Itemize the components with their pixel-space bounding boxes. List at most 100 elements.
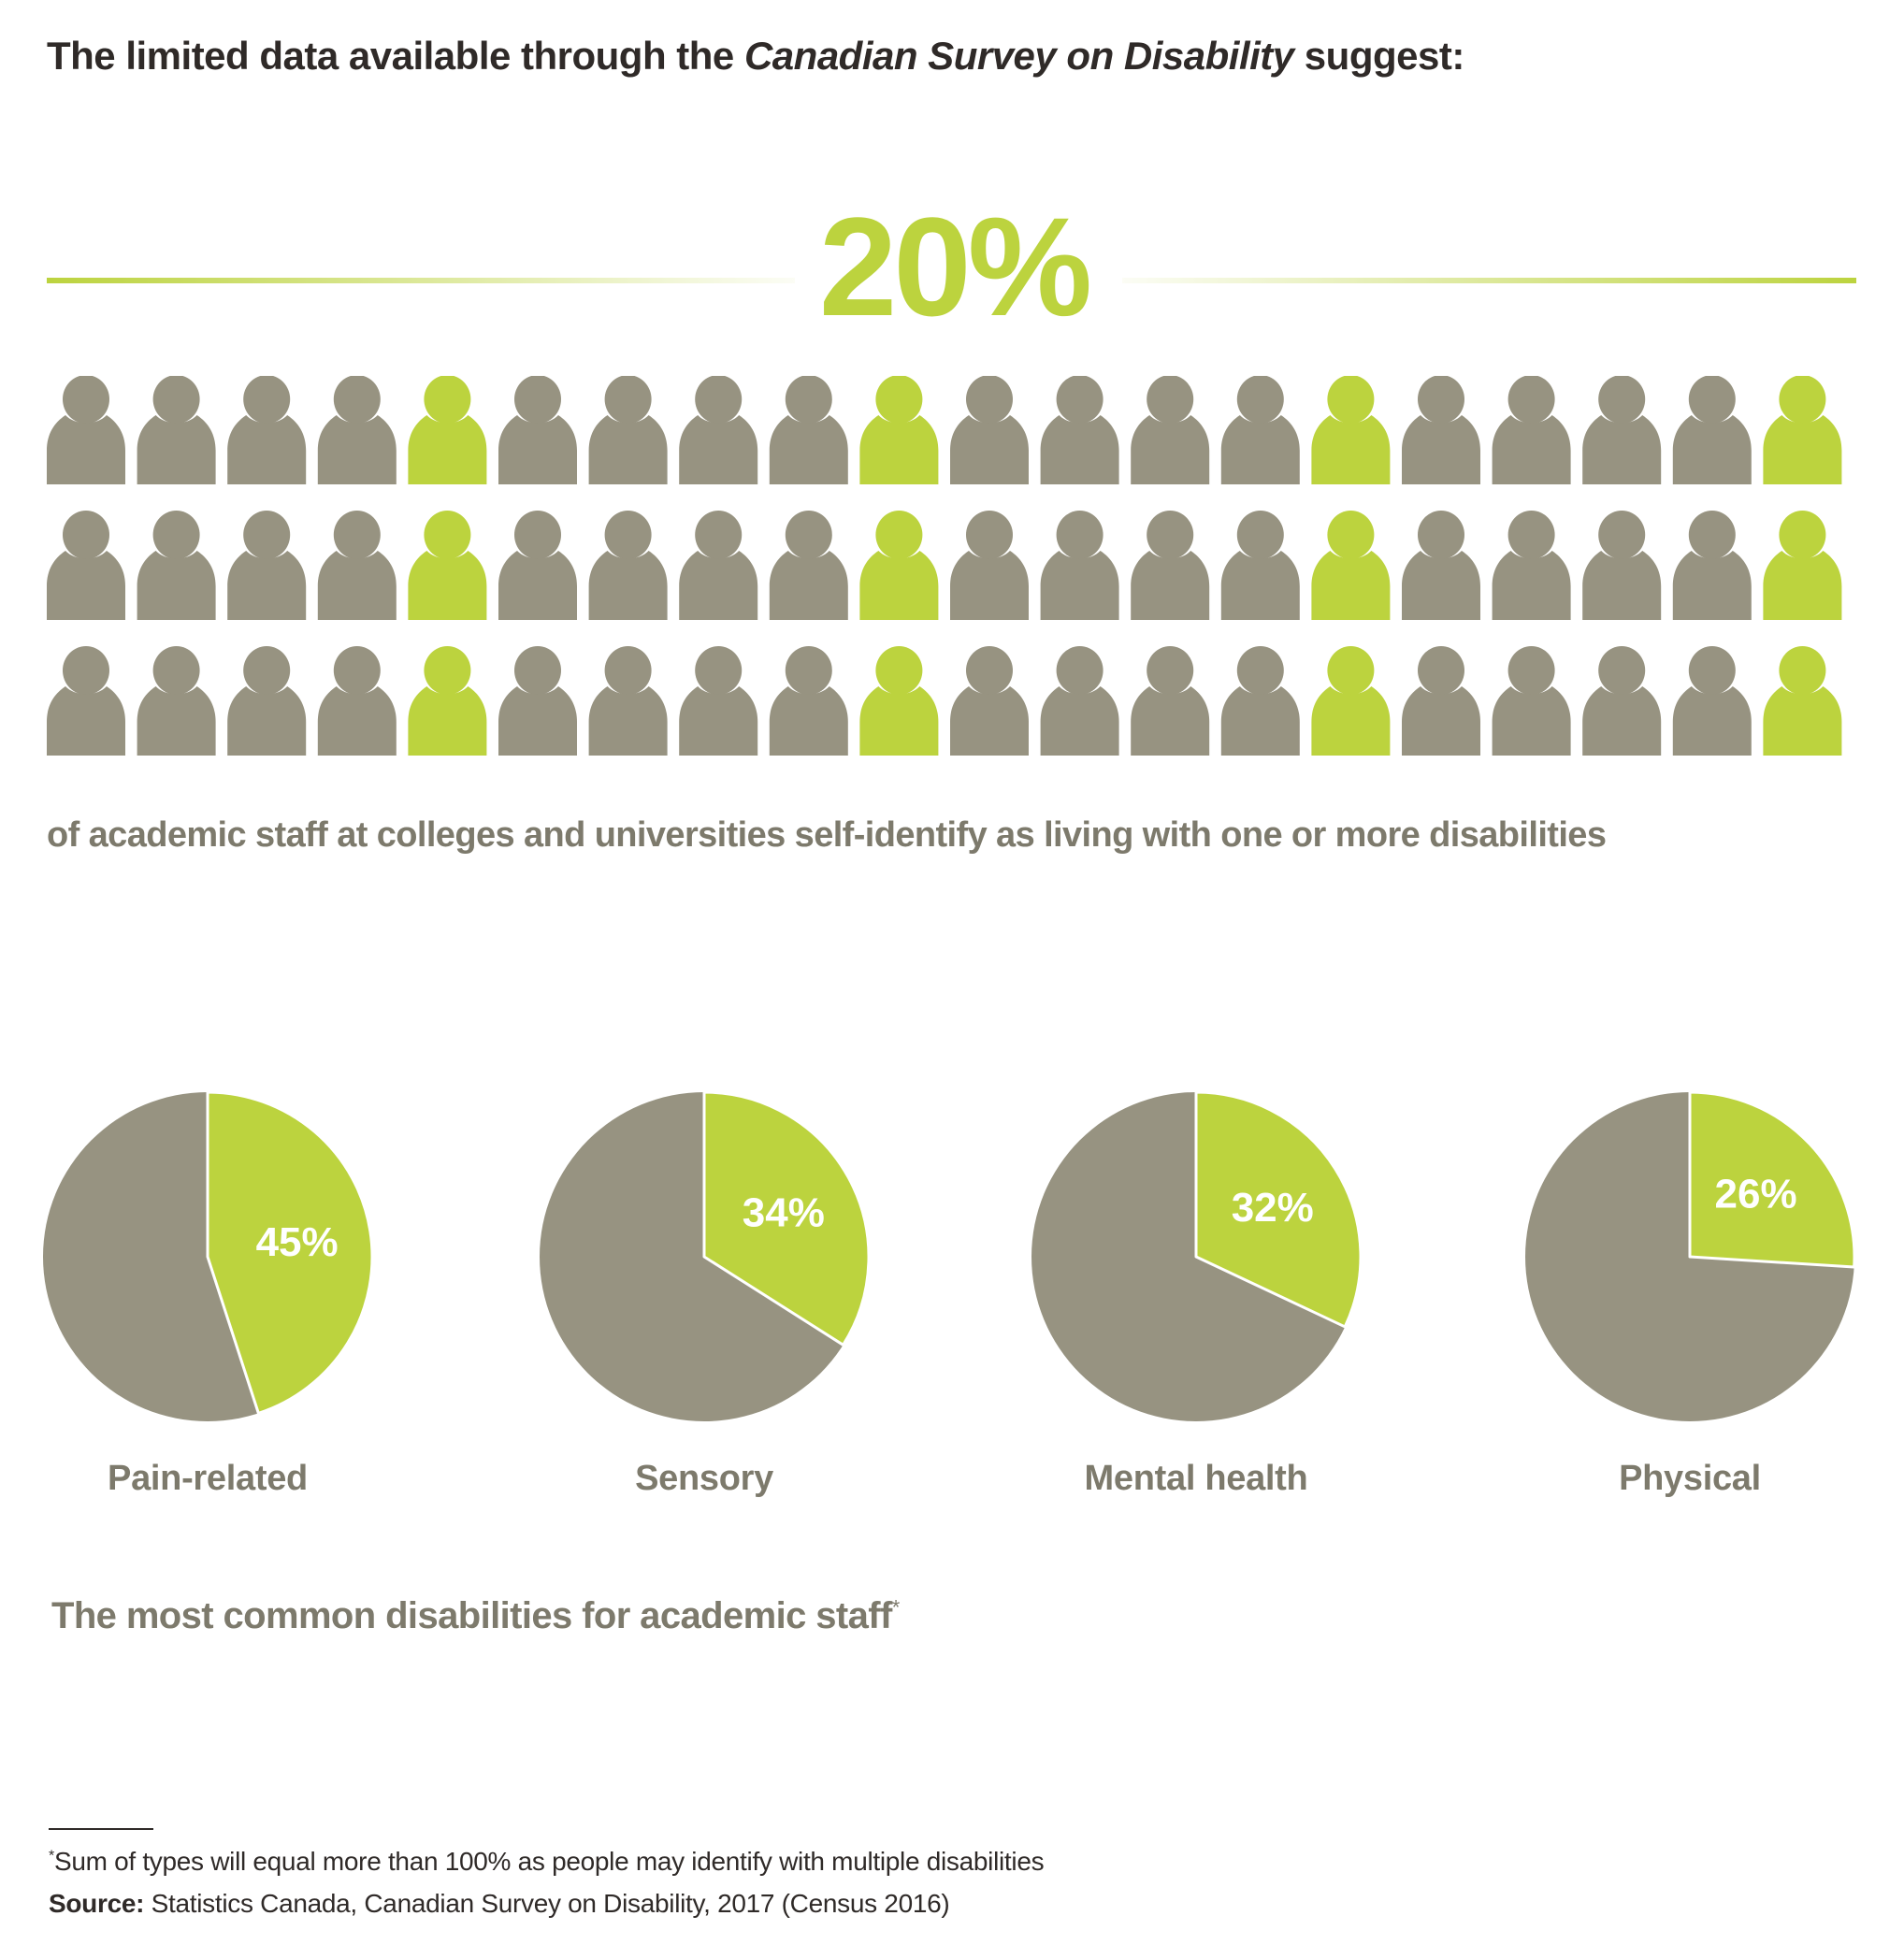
person-head [1598, 376, 1646, 424]
person-body [1402, 415, 1480, 484]
person-head [1779, 511, 1826, 559]
person-icon [588, 646, 668, 756]
person-body [227, 415, 307, 484]
person-body [137, 551, 216, 620]
person-icon [1220, 511, 1300, 620]
source-label: Source: [49, 1889, 145, 1918]
person-icon [950, 646, 1029, 756]
person-head [243, 646, 291, 695]
person-head [1236, 376, 1284, 424]
person-icon [498, 646, 577, 756]
person-body [1582, 551, 1662, 620]
pie-chart-sensory: 34% [540, 1090, 871, 1421]
person-body [679, 551, 758, 620]
person-body [1220, 551, 1300, 620]
person-body [408, 686, 487, 756]
person-body [47, 415, 125, 484]
person-body [1220, 686, 1300, 756]
person-body [1492, 686, 1571, 756]
person-head [63, 511, 109, 559]
person-head [333, 646, 381, 695]
footnote: *Sum of types will equal more than 100% … [49, 1847, 1045, 1877]
person-body [47, 686, 125, 756]
person-body [950, 551, 1029, 620]
person-head [695, 511, 743, 559]
pie-slice-value [1688, 1090, 1856, 1269]
person-head [514, 376, 561, 424]
person-head [604, 511, 652, 559]
chart-subtitle: The most common disabilities for academi… [51, 1595, 900, 1637]
pie-value-label: 26% [1715, 1172, 1797, 1217]
person-head [1147, 376, 1194, 424]
pie-category-label: Physical [1619, 1459, 1761, 1498]
person-head [1327, 646, 1375, 695]
person-body [408, 551, 487, 620]
person-body [1040, 551, 1119, 620]
person-body [1131, 551, 1210, 620]
person-head [1418, 511, 1464, 559]
person-icon [137, 646, 216, 756]
person-icon [1492, 646, 1571, 756]
person-icon [498, 376, 577, 484]
person-head [243, 511, 291, 559]
title-suffix: suggest: [1293, 34, 1465, 78]
person-body [588, 551, 668, 620]
person-head [424, 511, 471, 559]
page-title: The limited data available through the C… [47, 34, 1464, 79]
person-head [1327, 511, 1375, 559]
person-head [1688, 646, 1736, 695]
person-head [1598, 646, 1646, 695]
person-body [317, 686, 397, 756]
person-body [498, 686, 577, 756]
person-icon [1040, 511, 1119, 620]
person-icon [1402, 646, 1480, 756]
person-body [227, 686, 307, 756]
person-head [1418, 376, 1464, 424]
subtitle-text: The most common disabilities for academi… [51, 1595, 892, 1636]
person-head [1598, 511, 1646, 559]
person-body [769, 551, 848, 620]
person-icon [1492, 376, 1571, 484]
person-head [1236, 511, 1284, 559]
person-icon [1582, 511, 1662, 620]
person-body [1311, 686, 1391, 756]
people-pictogram [47, 376, 1861, 769]
person-head [966, 376, 1013, 424]
person-head [604, 646, 652, 695]
person-icon [679, 646, 758, 756]
person-body [137, 415, 216, 484]
footnote-marker: * [49, 1848, 54, 1865]
person-icon [1582, 376, 1662, 484]
person-head [333, 511, 381, 559]
person-head [1147, 511, 1194, 559]
person-icon [317, 376, 397, 484]
person-head [152, 376, 200, 424]
person-icon-highlighted [408, 646, 487, 756]
person-icon-highlighted [1311, 646, 1391, 756]
person-icon-highlighted [859, 376, 939, 484]
person-body [1040, 415, 1119, 484]
person-body [859, 551, 939, 620]
headline-stat-caption: of academic staff at colleges and univer… [47, 815, 1607, 855]
person-icon [950, 376, 1029, 484]
person-body [1672, 415, 1752, 484]
person-head [333, 376, 381, 424]
person-body [1492, 551, 1571, 620]
person-body [950, 686, 1029, 756]
person-body [498, 551, 577, 620]
person-icon-highlighted [859, 646, 939, 756]
person-icon [1672, 511, 1752, 620]
person-body [588, 686, 668, 756]
person-icon [588, 376, 668, 484]
person-head [785, 376, 832, 424]
person-body [137, 686, 216, 756]
person-icon [1582, 646, 1662, 756]
person-head [1779, 376, 1826, 424]
person-icon [1131, 511, 1210, 620]
person-head [604, 376, 652, 424]
source-text: Statistics Canada, Canadian Survey on Di… [144, 1889, 950, 1918]
person-icon [588, 511, 668, 620]
person-icon-highlighted [408, 376, 487, 484]
person-head [1779, 646, 1826, 695]
person-icon [1220, 646, 1300, 756]
